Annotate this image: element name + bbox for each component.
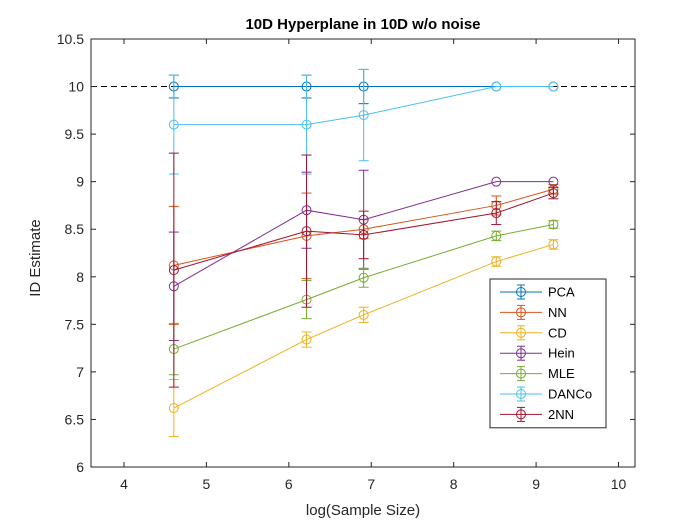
legend-item-2nn: 2NN: [500, 406, 574, 422]
data-point-2nn: [301, 226, 312, 237]
y-tick-label: 6: [76, 459, 84, 475]
legend-marker: [516, 389, 526, 399]
legend-marker: [516, 307, 526, 318]
legend-item-mle: MLE: [500, 366, 575, 382]
legend-item-cd: CD: [500, 325, 567, 341]
series-layer: [91, 68, 635, 438]
data-point-mle: [358, 272, 369, 283]
data-point-cd: [301, 334, 312, 345]
data-point-cd: [358, 309, 369, 320]
legend-label: PCA: [548, 285, 575, 300]
legend-label: CD: [548, 325, 567, 340]
series-2nn: [168, 152, 559, 388]
series-cd: [168, 239, 559, 438]
data-point-danco: [358, 110, 369, 121]
legend-marker: [516, 409, 526, 420]
data-point-hein: [548, 176, 559, 187]
data-point-hein: [491, 176, 502, 187]
legend-item-nn: NN: [500, 304, 567, 320]
data-point-mle: [548, 219, 559, 230]
y-tick-label: 10: [68, 79, 84, 95]
legend: PCA NN CD Hein MLE DANCo 2NN: [489, 278, 607, 429]
y-tick-label: 10.5: [57, 31, 84, 47]
chart-title: 10D Hyperplane in 10D w/o noise: [245, 16, 480, 33]
x-tick-label: 9: [532, 476, 540, 492]
axes-box: [90, 38, 636, 468]
data-point-mle: [491, 230, 502, 241]
y-tick-label: 9: [76, 174, 84, 190]
x-tick-label: 10: [611, 476, 627, 492]
x-tick-label: 7: [367, 476, 375, 492]
y-tick-label: 7: [76, 364, 84, 380]
x-tick-label: 8: [450, 476, 458, 492]
legend-label: DANCo: [548, 387, 592, 402]
x-axis-label: log(Sample Size): [306, 502, 420, 519]
data-point-2nn: [358, 229, 369, 240]
legend-item-hein: Hein: [500, 345, 575, 361]
y-tick-label: 8.5: [65, 221, 85, 237]
legend-marker: [516, 327, 526, 338]
y-tick-label: 6.5: [65, 411, 85, 427]
data-point-danco: [491, 81, 502, 92]
data-point-cd: [491, 256, 502, 267]
y-axis-label: ID Estimate: [27, 219, 44, 297]
x-tick-label: 5: [202, 476, 210, 492]
data-point-2nn: [548, 188, 559, 199]
legend-marker: [516, 368, 526, 379]
series-danco: [168, 68, 559, 175]
data-point-2nn: [168, 265, 179, 276]
y-tick-label: 7.5: [65, 316, 85, 332]
x-tick-label: 4: [120, 476, 128, 492]
legend-item-danco: DANCo: [500, 386, 592, 402]
legend-marker: [516, 348, 526, 359]
y-tick-label: 9.5: [65, 126, 85, 142]
legend-marker: [516, 287, 526, 297]
data-point-danco: [548, 81, 559, 92]
legend-label: Hein: [548, 346, 575, 361]
data-point-2nn: [491, 208, 502, 219]
legend-label: NN: [548, 305, 567, 320]
y-tick-label: 8: [76, 269, 84, 285]
axis-ticks: 4 5 6 7 8 9 10 6 6.5 7 7.5 8 8.5 9 9.5 10 10.5: [57, 31, 635, 492]
legend-item-pca: PCA: [500, 284, 575, 300]
data-point-cd: [168, 403, 179, 414]
x-tick-label: 6: [285, 476, 293, 492]
legend-label: 2NN: [548, 407, 574, 422]
data-point-cd: [548, 239, 559, 250]
data-point-danco: [301, 119, 312, 130]
data-point-danco: [168, 119, 179, 130]
legend-label: MLE: [548, 366, 575, 381]
